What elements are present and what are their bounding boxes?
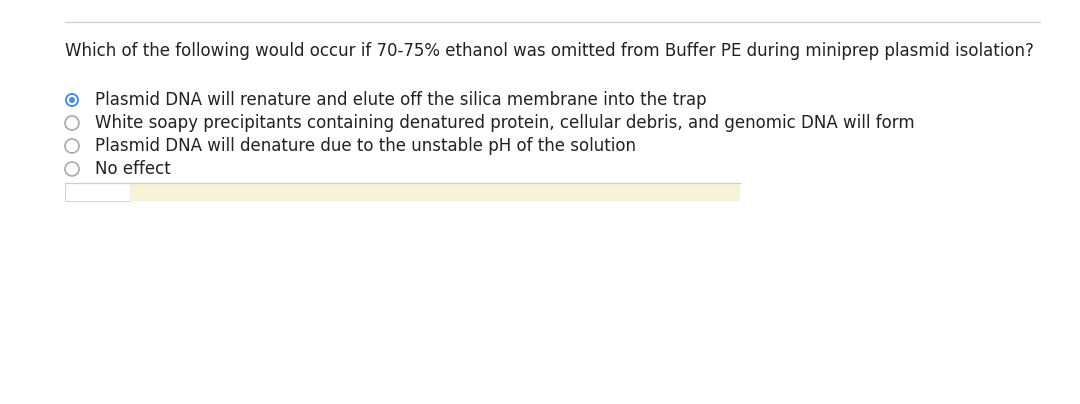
FancyBboxPatch shape <box>130 183 740 201</box>
Circle shape <box>67 95 77 105</box>
Text: Plasmid DNA will denature due to the unstable pH of the solution: Plasmid DNA will denature due to the uns… <box>95 137 636 155</box>
Circle shape <box>65 162 79 176</box>
Circle shape <box>69 97 75 103</box>
Circle shape <box>65 116 79 130</box>
FancyBboxPatch shape <box>65 183 130 201</box>
Circle shape <box>65 139 79 153</box>
Text: Plasmid DNA will renature and elute off the silica membrane into the trap: Plasmid DNA will renature and elute off … <box>95 91 706 109</box>
Text: No effect: No effect <box>95 160 171 178</box>
Text: Which of the following would occur if 70-75% ethanol was omitted from Buffer PE : Which of the following would occur if 70… <box>65 42 1034 60</box>
Circle shape <box>65 93 79 107</box>
Text: White soapy precipitants containing denatured protein, cellular debris, and geno: White soapy precipitants containing dena… <box>95 114 915 132</box>
